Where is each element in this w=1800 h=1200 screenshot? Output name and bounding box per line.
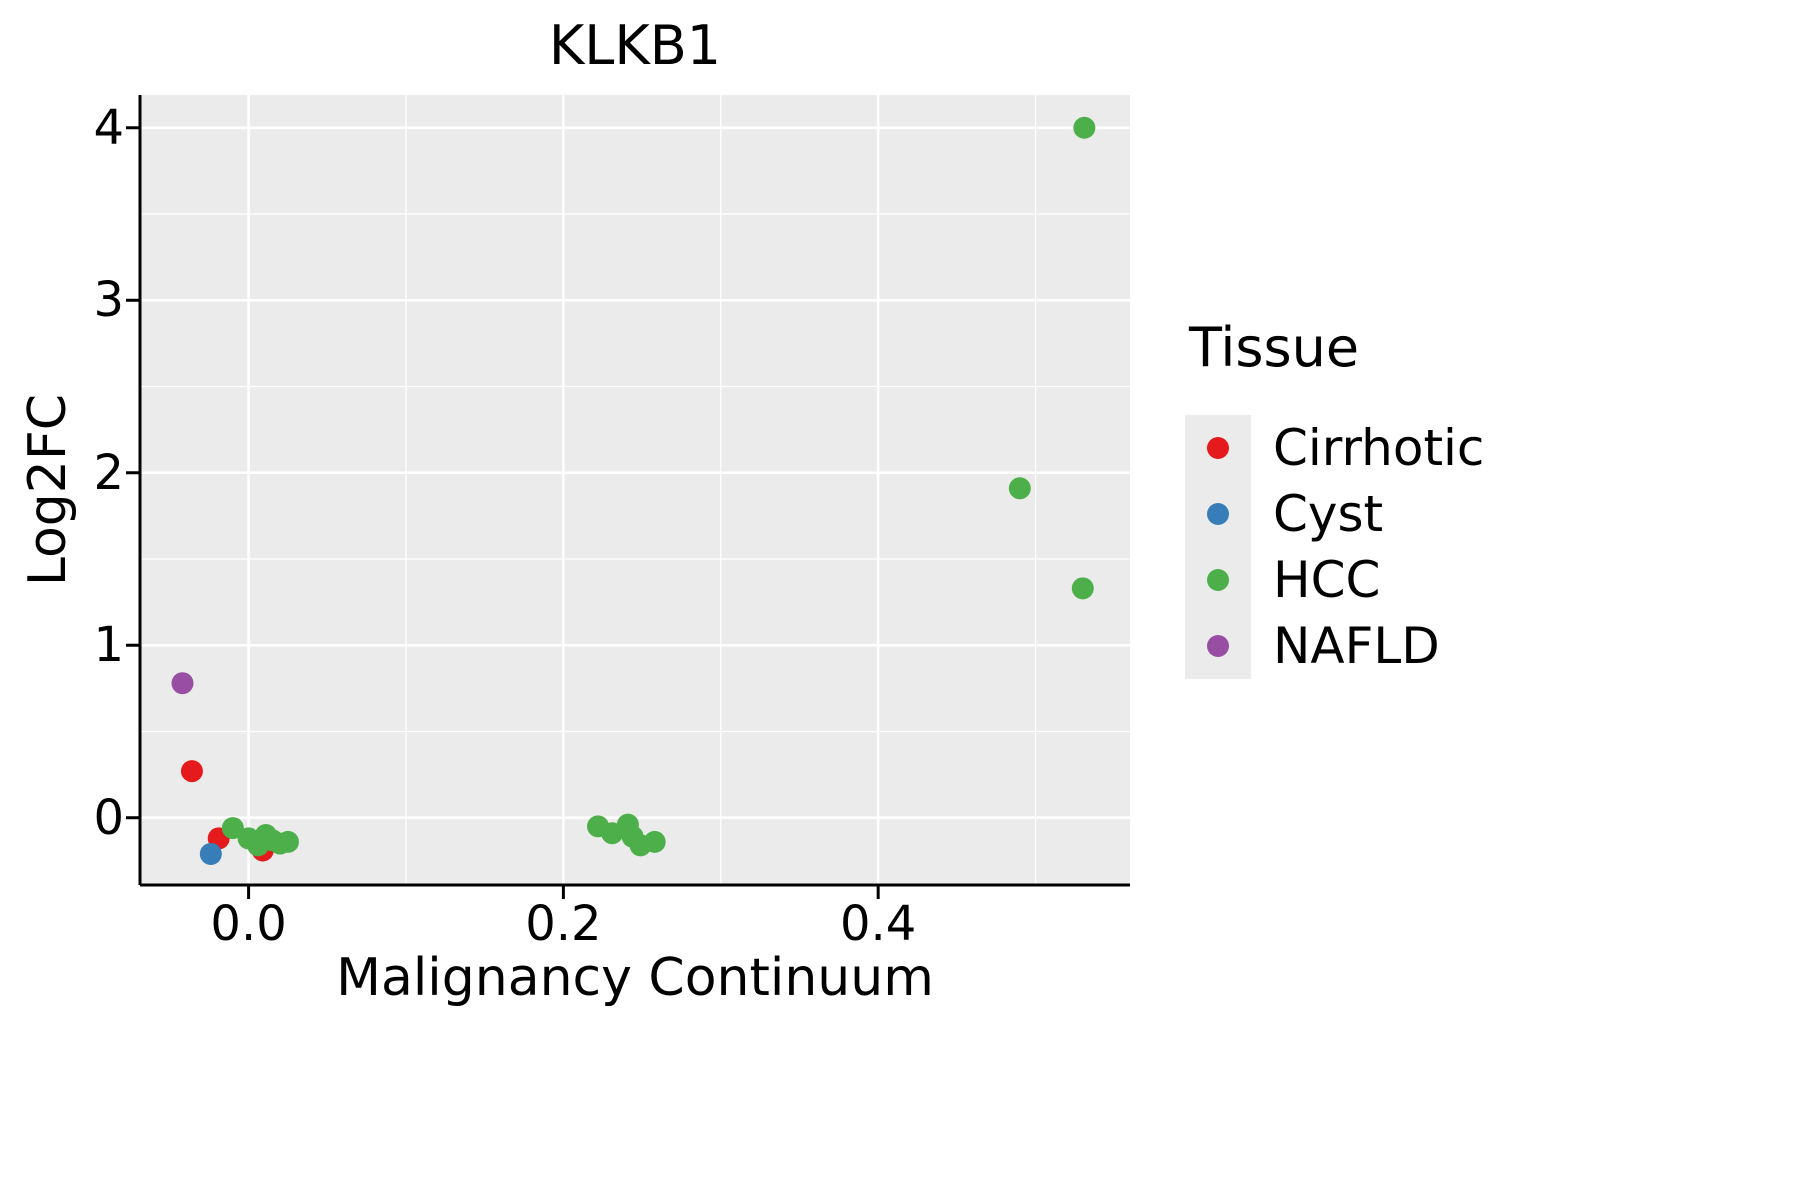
data-point-hcc xyxy=(1008,477,1031,500)
legend-title: Tissue xyxy=(1189,316,1360,379)
data-point-nafld xyxy=(171,672,194,695)
x-axis-label: Malignancy Continuum xyxy=(336,948,934,1008)
legend-entries: Cirrhotic Cyst HCC NAFLD xyxy=(1185,415,1484,679)
legend-entry-nafld: NAFLD xyxy=(1185,613,1484,679)
legend-label: Cirrhotic xyxy=(1273,419,1485,477)
data-point-hcc xyxy=(221,817,244,840)
y-tick-label: 0 xyxy=(93,789,124,846)
legend-key xyxy=(1185,415,1251,481)
x-tick-label: 0.2 xyxy=(525,896,602,952)
legend-dot-icon xyxy=(1207,569,1229,591)
legend-entry-hcc: HCC xyxy=(1185,547,1484,613)
y-tick-label: 1 xyxy=(93,617,124,674)
data-point-hcc xyxy=(1071,577,1094,600)
y-tick-label: 2 xyxy=(93,444,124,501)
legend-key xyxy=(1185,547,1251,613)
legend-label: NAFLD xyxy=(1273,617,1440,675)
legend-entry-cyst: Cyst xyxy=(1185,481,1484,547)
legend-dot-icon xyxy=(1207,503,1229,525)
plot-panel xyxy=(140,95,1130,885)
legend-key xyxy=(1185,613,1251,679)
legend: Tissue Cirrhotic Cyst HCC NAFLD xyxy=(1185,316,1484,679)
data-point-cyst xyxy=(199,842,222,865)
legend-label: HCC xyxy=(1273,551,1381,609)
chart-title: KLKB1 xyxy=(548,14,722,77)
legend-dot-icon xyxy=(1207,437,1229,459)
data-point-cirrhotic xyxy=(180,760,203,783)
y-tick-label: 4 xyxy=(93,99,124,156)
data-point-hcc xyxy=(1073,116,1096,139)
x-tick-label: 0.4 xyxy=(839,896,917,952)
y-tick-label: 3 xyxy=(93,272,124,329)
legend-entry-cirrhotic: Cirrhotic xyxy=(1185,415,1484,481)
legend-key xyxy=(1185,481,1251,547)
legend-label: Cyst xyxy=(1273,485,1384,543)
legend-dot-icon xyxy=(1207,635,1229,657)
data-point-hcc xyxy=(276,830,299,853)
x-tick-label: 0.0 xyxy=(210,896,287,952)
data-point-hcc xyxy=(643,830,666,853)
